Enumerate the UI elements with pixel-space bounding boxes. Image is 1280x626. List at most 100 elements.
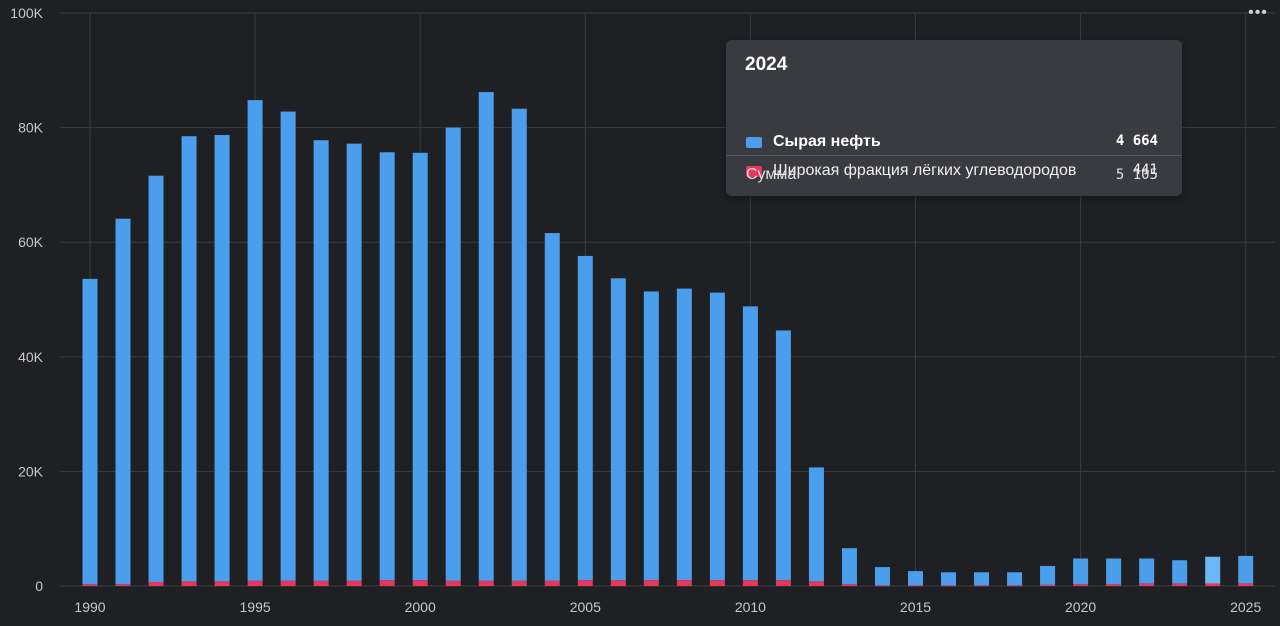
bar-crude-oil-1996[interactable] (280, 111, 296, 581)
bar-ngl-2018[interactable] (1007, 585, 1023, 587)
bar-ngl-2022[interactable] (1139, 583, 1155, 586)
bar-ngl-2000[interactable] (412, 580, 428, 586)
bar-ngl-1993[interactable] (181, 581, 197, 586)
bar-crude-oil-2000[interactable] (412, 152, 428, 581)
x-axis: 1990 1995 2000 2005 2010 2015 2020 2025 (74, 599, 1261, 615)
tooltip-sum: Сумма 5 105 (746, 166, 1158, 188)
bar-ngl-2019[interactable] (1040, 584, 1056, 586)
bar-ngl-2014[interactable] (874, 585, 890, 587)
tooltip-sum-value: 5 105 (1115, 167, 1158, 183)
bar-ngl-2023[interactable] (1172, 583, 1188, 586)
bar-ngl-2024[interactable] (1205, 583, 1221, 586)
tooltip-row-ngl: Широкая фракция лёгких углеводородов 441 (746, 161, 1158, 183)
bar-ngl-1999[interactable] (379, 580, 395, 586)
bar-ngl-2004[interactable] (544, 580, 560, 586)
bar-ngl-2016[interactable] (941, 585, 957, 587)
bar-ngl-1992[interactable] (148, 581, 164, 586)
bar-crude-oil-1995[interactable] (247, 100, 263, 581)
bar-ngl-2002[interactable] (478, 580, 494, 586)
x-tick-label: 2015 (900, 599, 931, 615)
bar-crude-oil-2011[interactable] (775, 330, 791, 581)
y-tick-label: 80K (18, 120, 44, 136)
bar-crude-oil-1992[interactable] (148, 175, 164, 582)
bar-crude-oil-1997[interactable] (313, 140, 329, 581)
bar-crude-oil-2004[interactable] (544, 233, 560, 581)
tooltip-row-crude-oil: Сырая нефть 4 664 (746, 132, 1158, 154)
bar-ngl-1990[interactable] (82, 584, 98, 586)
bar-ngl-2008[interactable] (676, 580, 692, 586)
bar-crude-oil-1991[interactable] (115, 218, 131, 585)
bars (82, 92, 1254, 587)
y-axis: 0 20K 40K 60K 80K 100K (10, 5, 43, 594)
bar-ngl-2015[interactable] (908, 585, 923, 587)
bar-ngl-1995[interactable] (247, 580, 263, 586)
x-tick-label: 2000 (405, 599, 436, 615)
bar-crude-oil-2010[interactable] (742, 306, 758, 581)
bar-ngl-2010[interactable] (742, 580, 758, 586)
tooltip: 2024 Сырая нефть 4 664 Широкая фракция л… (726, 40, 1182, 196)
bar-crude-oil-2013[interactable] (841, 548, 857, 585)
bar-crude-oil-2015[interactable] (908, 571, 923, 586)
bar-crude-oil-1990[interactable] (82, 278, 98, 585)
bar-ngl-2021[interactable] (1106, 584, 1122, 586)
bar-crude-oil-2021[interactable] (1106, 558, 1122, 585)
y-tick-label: 0 (35, 578, 43, 594)
bar-ngl-2001[interactable] (445, 580, 461, 586)
y-tick-label: 40K (18, 349, 44, 365)
bar-ngl-2020[interactable] (1073, 584, 1089, 586)
series-swatch-ngl (746, 166, 762, 177)
bar-ngl-2025[interactable] (1238, 583, 1254, 586)
bar-crude-oil-2003[interactable] (511, 108, 527, 581)
tooltip-divider (726, 155, 1182, 156)
bar-crude-oil-2025[interactable] (1238, 555, 1254, 584)
x-tick-label: 1995 (240, 599, 271, 615)
bar-crude-oil-1999[interactable] (379, 152, 395, 581)
bar-ngl-2003[interactable] (511, 580, 527, 586)
tooltip-sum-label: Сумма (746, 166, 797, 183)
bar-crude-oil-2007[interactable] (643, 291, 659, 581)
bar-ngl-2013[interactable] (841, 584, 857, 586)
bar-crude-oil-2009[interactable] (709, 292, 725, 581)
bar-ngl-2011[interactable] (775, 580, 791, 586)
bar-crude-oil-2002[interactable] (478, 92, 494, 581)
bar-crude-oil-2012[interactable] (808, 467, 824, 582)
bar-crude-oil-1998[interactable] (346, 143, 362, 581)
tooltip-series-name: Сырая нефть (773, 133, 881, 150)
x-tick-label: 2010 (735, 599, 766, 615)
tooltip-series-value: 441 (1132, 162, 1158, 178)
bar-ngl-1998[interactable] (346, 580, 362, 586)
bar-ngl-1997[interactable] (313, 580, 329, 586)
bar-crude-oil-2020[interactable] (1073, 558, 1089, 585)
bar-ngl-1991[interactable] (115, 584, 131, 586)
bar-ngl-1996[interactable] (280, 580, 296, 586)
bar-crude-oil-2016[interactable] (941, 572, 957, 586)
bar-ngl-2007[interactable] (643, 580, 659, 586)
y-tick-label: 60K (18, 234, 44, 250)
chart-menu-icon[interactable]: ••• (1248, 4, 1268, 21)
x-tick-label: 1990 (74, 599, 105, 615)
bar-ngl-2005[interactable] (577, 580, 593, 586)
bar-ngl-1994[interactable] (214, 581, 230, 586)
bar-crude-oil-2023[interactable] (1172, 560, 1188, 584)
bar-ngl-2006[interactable] (610, 580, 626, 586)
bar-crude-oil-2017[interactable] (974, 572, 990, 586)
bar-ngl-2009[interactable] (709, 580, 725, 586)
bar-crude-oil-2006[interactable] (610, 278, 626, 581)
bar-ngl-2012[interactable] (808, 581, 824, 586)
bar-crude-oil-2019[interactable] (1040, 565, 1056, 585)
bar-crude-oil-2008[interactable] (676, 288, 692, 581)
x-tick-label: 2020 (1065, 599, 1096, 615)
bar-crude-oil-2018[interactable] (1007, 572, 1023, 586)
bar-crude-oil-2014[interactable] (874, 567, 890, 586)
bar-crude-oil-2022[interactable] (1139, 558, 1155, 584)
bar-crude-oil-2001[interactable] (445, 127, 461, 581)
bar-ngl-2017[interactable] (974, 585, 990, 587)
bar-crude-oil-2024[interactable] (1205, 556, 1221, 584)
bar-crude-oil-1994[interactable] (214, 135, 230, 582)
bar-crude-oil-1993[interactable] (181, 136, 197, 582)
bar-crude-oil-2005[interactable] (577, 255, 593, 581)
y-tick-label: 100K (10, 5, 43, 21)
series-swatch-crude-oil (746, 137, 762, 148)
